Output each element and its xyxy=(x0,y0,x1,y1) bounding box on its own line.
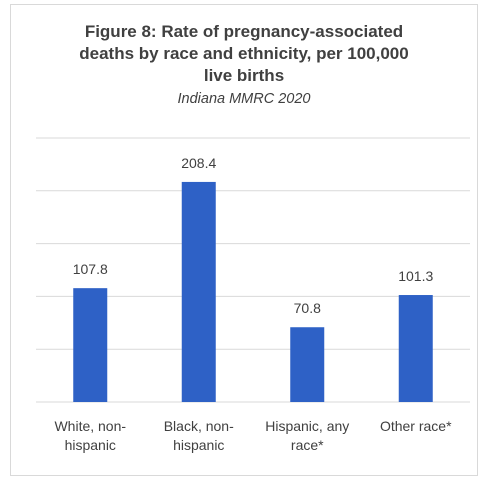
bar xyxy=(398,295,433,402)
category-label: Hispanic, any xyxy=(265,418,349,434)
category-label: hispanic xyxy=(65,437,116,453)
bar xyxy=(73,288,108,402)
data-labels: 107.8 208.4 70.8 101.3 xyxy=(73,155,434,316)
data-label: 70.8 xyxy=(294,300,321,316)
chart-title-block: Figure 8: Rate of pregnancy-associated d… xyxy=(11,21,477,110)
category-label: Black, non- xyxy=(164,418,234,434)
chart-title-line-2: deaths by race and ethnicity, per 100,00… xyxy=(79,44,409,63)
category-label: Other race* xyxy=(380,418,452,434)
category-label: hispanic xyxy=(173,437,224,453)
bar xyxy=(290,327,325,402)
data-label: 107.8 xyxy=(73,261,108,277)
gridlines xyxy=(36,137,470,403)
category-label: White, non- xyxy=(54,418,126,434)
category-label: race* xyxy=(291,437,324,453)
chart-title-line-1: Figure 8: Rate of pregnancy-associated xyxy=(84,22,404,41)
bars xyxy=(73,181,433,402)
data-label: 101.3 xyxy=(398,268,433,284)
data-label: 208.4 xyxy=(181,155,216,171)
category-labels: White, non-hispanic Black, non-hispanic Hi… xyxy=(54,418,452,453)
chart-subtitle: Indiana MMRC 2020 xyxy=(177,91,311,107)
chart-title-line-3: live births xyxy=(203,66,285,85)
bar xyxy=(181,181,216,402)
